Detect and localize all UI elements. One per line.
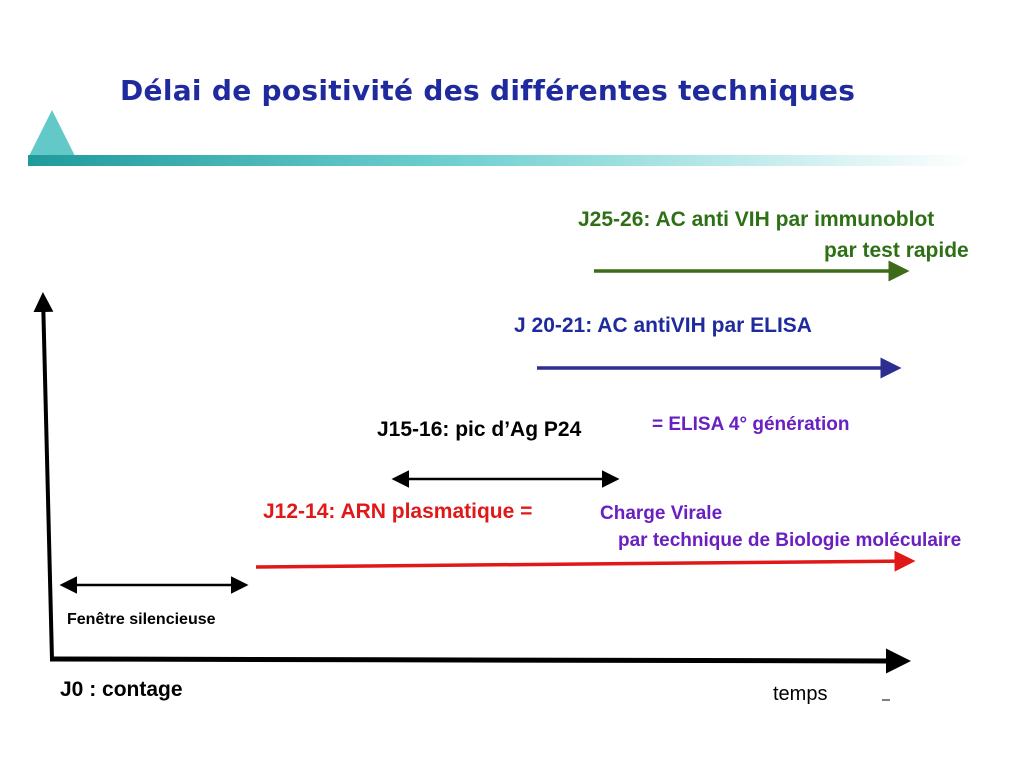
j0-label: J0 : contage: [60, 678, 183, 701]
silent-window-label: Fenêtre silencieuse: [67, 611, 216, 628]
y-axis: [33, 292, 54, 661]
p24-label: J15-16: pic d’Ag P24: [377, 418, 582, 441]
elisa4-label: = ELISA 4° génération: [652, 414, 850, 435]
elisa-label: J 20-21: AC antiVIH par ELISA: [514, 314, 812, 337]
page-title: Délai de positivité des différentes tech…: [120, 74, 856, 107]
arn-label: J12-14: ARN plasmatique =: [263, 500, 532, 524]
arn-arrow: [255, 550, 916, 572]
charge-virale-line2: par technique de Biologie moléculaire: [618, 530, 962, 551]
arn-label-text: J12-14: ARN plasmatique: [263, 500, 515, 523]
header-gradient-bar: [28, 155, 973, 166]
immunoblot-label-line2: par test rapide: [824, 239, 969, 262]
charge-virale-line1: Charge Virale: [600, 503, 723, 524]
immunoblot-label-line1: J25-26: AC anti VIH par immunoblot: [578, 208, 935, 231]
header-triangle-decoration: [28, 110, 76, 158]
x-axis: [49, 648, 911, 674]
time-axis-label: temps: [773, 683, 828, 705]
arn-equals: =: [520, 500, 533, 523]
